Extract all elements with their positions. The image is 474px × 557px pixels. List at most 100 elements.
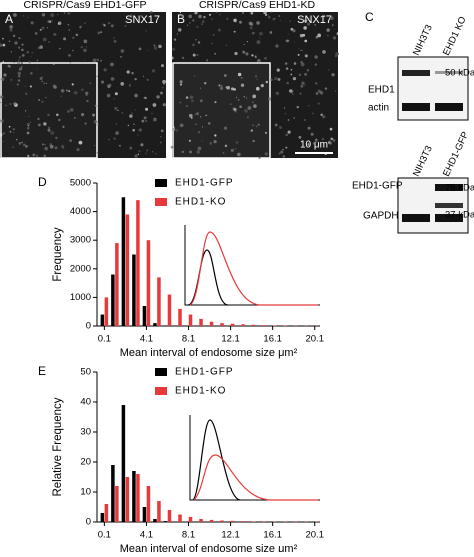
speckle (299, 93, 301, 95)
speckle (129, 147, 132, 150)
speckle (140, 15, 143, 18)
speckle (311, 133, 314, 136)
speckle (264, 57, 267, 60)
speckle (211, 43, 213, 45)
speckle (153, 103, 157, 107)
speckle (25, 145, 28, 148)
speckle (180, 84, 182, 86)
speckle (202, 126, 203, 127)
speckle (81, 46, 84, 49)
bar (122, 197, 126, 326)
speckle (114, 138, 116, 140)
speckle (13, 102, 16, 105)
speckle (335, 91, 336, 92)
bar (241, 521, 245, 522)
speckle (0, 95, 3, 98)
speckle (274, 18, 276, 20)
speckle (209, 142, 212, 145)
speckle (332, 139, 335, 142)
speckle (9, 25, 13, 29)
speckle (49, 41, 50, 42)
bar (189, 315, 193, 326)
speckle (39, 45, 43, 49)
speckle (182, 151, 184, 153)
speckle (283, 155, 285, 157)
speckle (12, 146, 14, 148)
lane-label: EHD1-GFP (441, 130, 471, 178)
speckle (76, 34, 78, 36)
speckle (161, 130, 164, 133)
band-label: EHD1-GFP (352, 181, 403, 192)
speckle (244, 109, 248, 113)
speckle (247, 117, 248, 118)
speckle (187, 25, 188, 26)
panel-label: A (5, 12, 13, 26)
speckle (122, 112, 123, 113)
speckle (97, 31, 100, 34)
speckle (145, 120, 147, 122)
speckle (92, 114, 95, 117)
speckle (69, 139, 72, 142)
speckle (285, 62, 287, 64)
x-tick-label: 12.1 (221, 334, 240, 345)
speckle (197, 150, 200, 153)
y-axis-label: Relative Frequency (52, 397, 64, 496)
speckle (303, 26, 307, 30)
bar (273, 325, 277, 326)
speckle (315, 140, 318, 143)
speckle (134, 78, 136, 80)
speckle (81, 89, 83, 91)
speckle (252, 101, 254, 103)
speckle (213, 34, 215, 36)
marker-label: 50 kDa (445, 68, 474, 79)
speckle (113, 37, 114, 38)
speckle (155, 153, 156, 154)
speckle (27, 51, 29, 53)
band (435, 203, 463, 208)
speckle (43, 154, 46, 157)
speckle (63, 148, 64, 149)
speckle (0, 119, 3, 122)
speckle (11, 51, 13, 53)
speckle (16, 139, 18, 141)
speckle (44, 144, 46, 146)
speckle (294, 41, 295, 42)
speckle (201, 23, 203, 25)
speckle (315, 82, 317, 84)
speckle (3, 61, 4, 62)
speckle (3, 132, 5, 134)
speckle (22, 54, 25, 57)
speckle (330, 16, 334, 20)
speckle (214, 134, 216, 136)
speckle (256, 87, 260, 91)
speckle (100, 31, 102, 33)
inset (1, 63, 97, 158)
speckle (275, 44, 278, 47)
speckle (299, 74, 301, 76)
speckle (145, 108, 148, 111)
legend-label: EHD1-KO (175, 197, 226, 208)
bar (231, 521, 235, 522)
speckle (28, 125, 29, 126)
speckle (25, 93, 27, 95)
speckle (13, 132, 14, 133)
x-tick-label: 8.1 (182, 334, 195, 345)
speckle (218, 84, 220, 86)
speckle (265, 152, 268, 155)
speckle (81, 113, 84, 116)
speckle (59, 48, 61, 50)
speckle (277, 69, 280, 72)
speckle (329, 140, 331, 142)
bar (115, 243, 119, 326)
scale-label: 10 μm (300, 140, 328, 151)
speckle (256, 79, 257, 80)
speckle (209, 14, 211, 16)
speckle (182, 57, 184, 59)
speckle (144, 97, 146, 99)
speckle (285, 113, 287, 115)
speckle (61, 89, 65, 93)
bar (262, 521, 266, 522)
speckle (303, 20, 306, 23)
speckle (304, 119, 306, 121)
speckle (278, 78, 281, 81)
